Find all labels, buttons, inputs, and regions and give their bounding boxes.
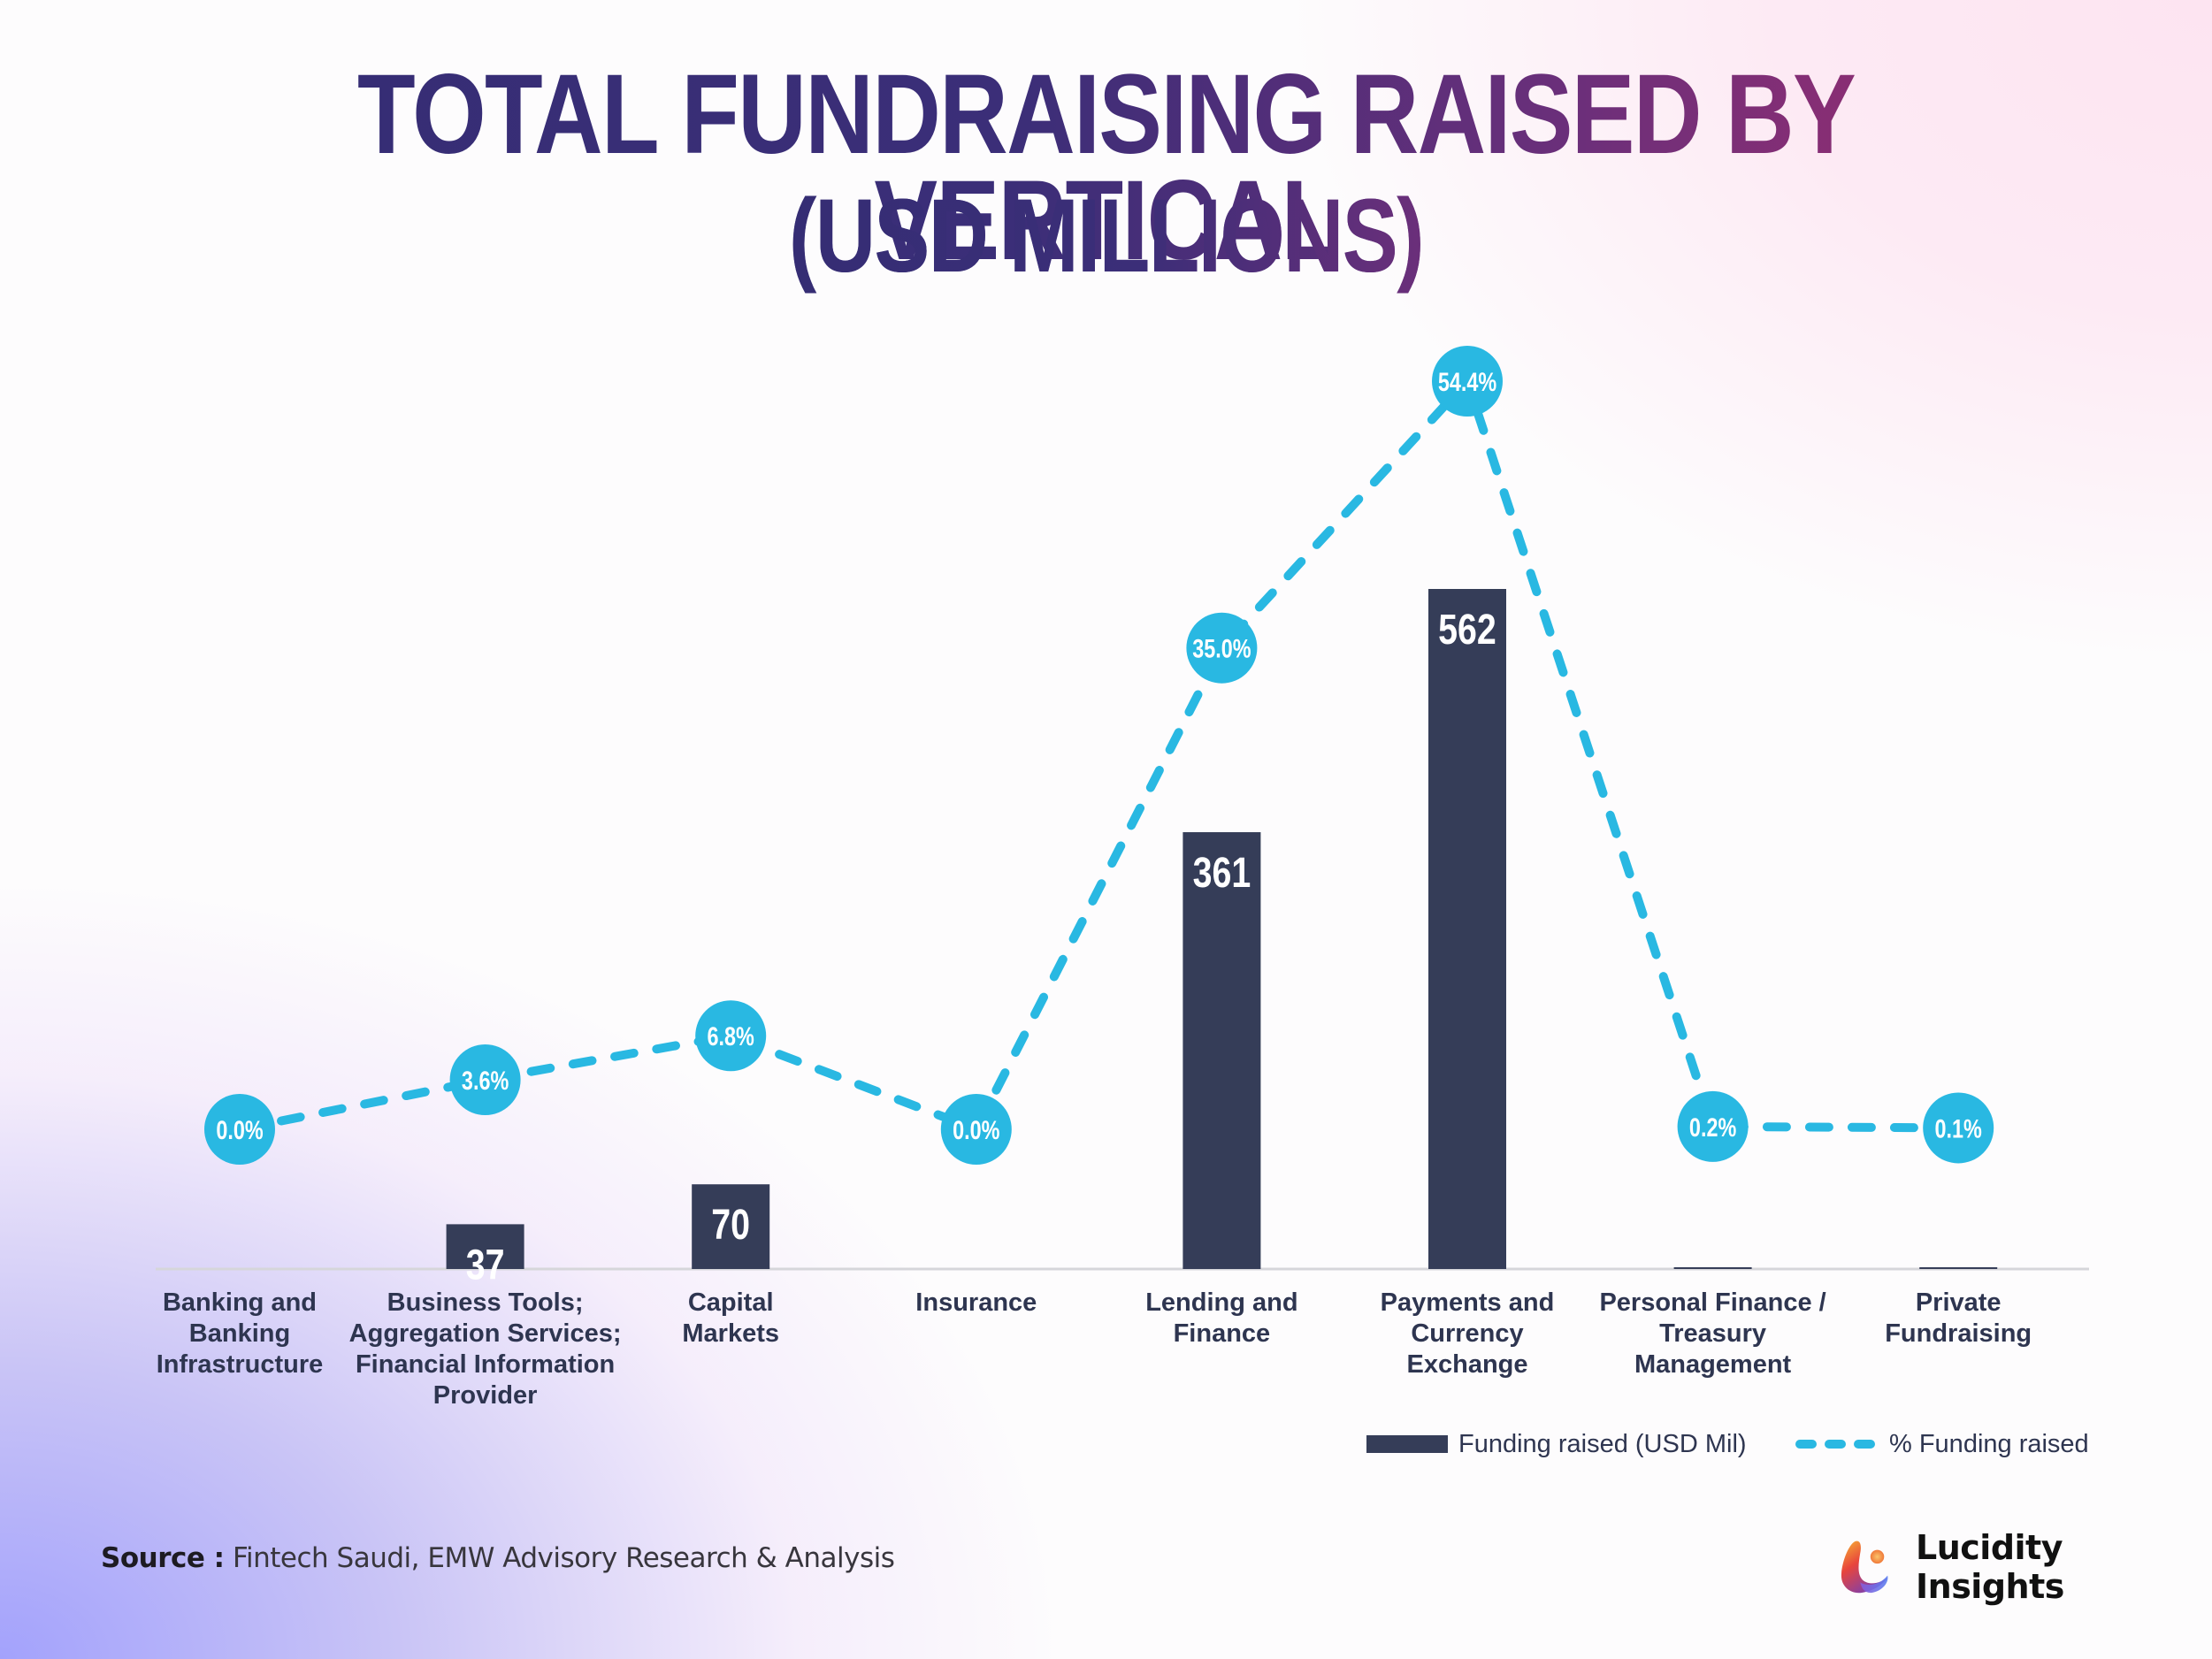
percent-marker bbox=[1923, 1092, 1994, 1164]
bar bbox=[1183, 832, 1261, 1269]
bar bbox=[1919, 1267, 1998, 1269]
percent-marker bbox=[204, 1094, 275, 1165]
x-axis-category-label: Capital Markets bbox=[682, 1288, 779, 1348]
percent-markers: 0.0% 3.6% 6.8% 0.0% 35.0% 54.4% 0.2% 0.1% bbox=[204, 346, 1994, 1165]
percent-marker bbox=[940, 1094, 1012, 1165]
bar-series: 37 70 361 562 bbox=[446, 589, 1998, 1289]
bar bbox=[692, 1184, 770, 1269]
x-axis-category-label: Business Tools; Aggregation Services; Fi… bbox=[348, 1288, 622, 1410]
x-axis-category-label: Payments and Currency Exchange bbox=[1380, 1288, 1555, 1379]
source-text: Fintech Saudi, EMW Advisory Research & A… bbox=[232, 1542, 895, 1574]
percent-value-label: 0.0% bbox=[953, 1115, 999, 1144]
percent-line-series bbox=[235, 372, 1963, 1135]
legend-item-line: % Funding raised bbox=[1795, 1429, 2089, 1459]
legend-dashed-line-icon bbox=[1795, 1440, 1875, 1449]
x-axis-category-label: Personal Finance / Treasury Management bbox=[1599, 1288, 1826, 1379]
percent-value-label: 6.8% bbox=[708, 1021, 754, 1051]
bar-value-label: 361 bbox=[1193, 849, 1251, 897]
x-axis-category-label: Insurance bbox=[915, 1288, 1037, 1317]
bar bbox=[1428, 589, 1506, 1269]
percent-marker bbox=[695, 1000, 767, 1072]
percent-marker bbox=[1677, 1090, 1749, 1162]
percent-value-label: 0.1% bbox=[1935, 1114, 1982, 1143]
bar bbox=[1673, 1267, 1752, 1269]
percent-value-label: 54.4% bbox=[1438, 367, 1496, 396]
x-axis-category-label: Private Fundraising bbox=[1885, 1288, 2032, 1348]
percent-value-label: 0.2% bbox=[1689, 1112, 1736, 1142]
legend-bar-swatch-icon bbox=[1366, 1435, 1448, 1453]
legend-item-bar: Funding raised (USD Mil) bbox=[1366, 1429, 1747, 1459]
percent-value-label: 3.6% bbox=[462, 1066, 509, 1095]
x-axis-category-label: Banking and Banking Infrastructure bbox=[156, 1288, 324, 1379]
brand-name: Lucidity Insights bbox=[1916, 1528, 2064, 1606]
bar bbox=[446, 1224, 524, 1269]
percent-value-label: 0.0% bbox=[216, 1115, 263, 1144]
lucidity-logo-icon bbox=[1841, 1540, 1888, 1594]
legend-bar-label: Funding raised (USD Mil) bbox=[1458, 1429, 1747, 1458]
bar-value-label: 70 bbox=[711, 1202, 750, 1250]
percent-value-label: 35.0% bbox=[1192, 634, 1251, 663]
brand: Lucidity Insights bbox=[1840, 1528, 2212, 1606]
percent-marker bbox=[1186, 612, 1258, 684]
percent-marker bbox=[1432, 346, 1503, 417]
bar-value-label: 562 bbox=[1438, 606, 1496, 654]
legend-line-label: % Funding raised bbox=[1889, 1429, 2089, 1458]
source-prefix: Source : bbox=[101, 1542, 225, 1574]
chart-subtitle: (USD MILLIONS) bbox=[221, 184, 1991, 288]
source-note: Source : Fintech Saudi, EMW Advisory Res… bbox=[101, 1542, 895, 1574]
percent-marker bbox=[449, 1044, 521, 1116]
bar-value-label: 37 bbox=[466, 1242, 505, 1289]
x-axis-category-label: Lending and Finance bbox=[1145, 1288, 1298, 1348]
chart-title: TOTAL FUNDRAISING RAISED BY VERTICAL bbox=[177, 58, 2035, 278]
